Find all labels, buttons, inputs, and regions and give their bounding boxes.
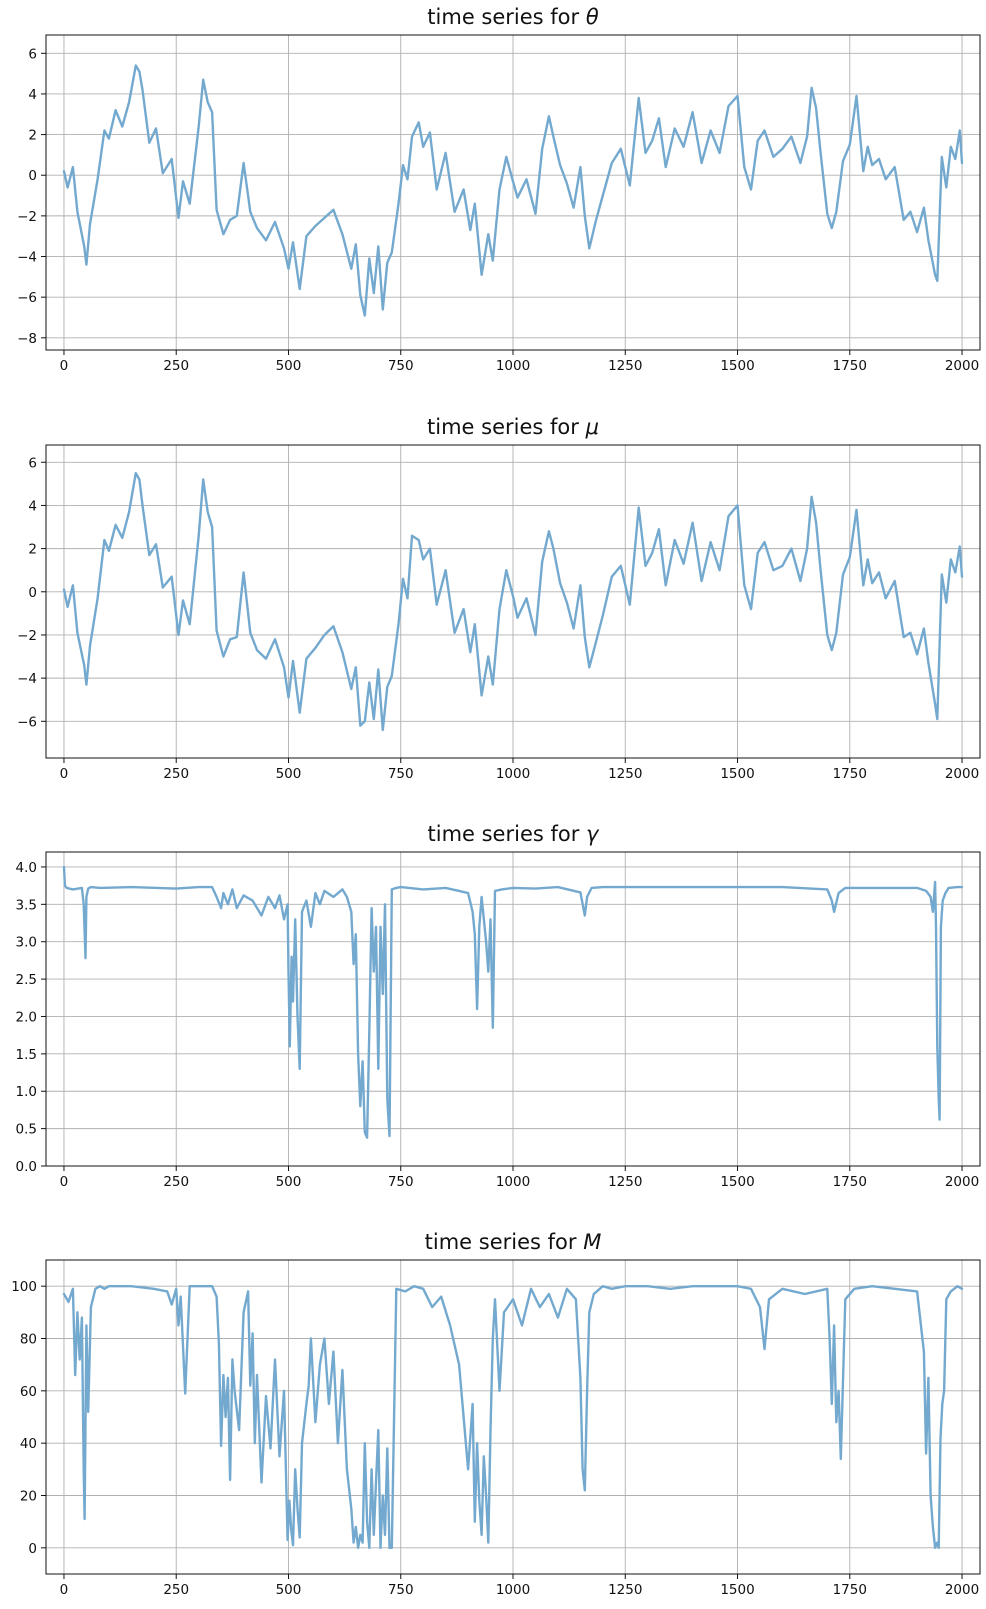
y-tick-label: −8 [17,331,37,347]
y-tick-label: 2 [28,128,37,144]
x-tick-label: 1750 [833,1174,867,1190]
x-tick-label: 2000 [945,766,979,782]
title-prefix: time series for [425,1230,584,1254]
x-tick-label: 250 [163,1174,189,1190]
title-symbol: γ [586,822,600,846]
y-tick-label: 0 [28,585,37,601]
panel-mu: 0 250 500 750 1000 1250 1500 1750 2000 −6 −4 −2 0 2 4 6… [17,415,981,782]
title-prefix: time series for [428,822,587,846]
title-symbol: M [583,1230,601,1254]
y-tick-label: 1.0 [16,1084,37,1100]
y-tick-label: 0 [28,168,37,184]
x-tick-label: 250 [163,1582,189,1598]
y-tick-label: −4 [17,250,37,266]
panel-title-m: time series for M [425,1230,602,1254]
panel-m: 0 250 500 750 1000 1250 1500 1750 2000 0 20 40 60 80 1… [11,1230,981,1598]
title-symbol: μ [585,415,599,439]
x-tick-label: 1750 [833,1582,867,1598]
x-tick-label: 1250 [608,766,642,782]
y-tick-label: 6 [28,455,37,471]
x-tick-label: 2000 [945,1582,979,1598]
x-tick-label: 750 [388,358,414,374]
y-tick-label: 60 [20,1384,37,1400]
y-tick-label: 3.5 [16,897,37,913]
x-tick-label: 250 [163,358,189,374]
y-tick-label: 20 [20,1489,37,1505]
x-tick-label: 0 [60,1174,69,1190]
x-tick-label: 0 [60,1582,69,1598]
title-prefix: time series for [427,5,586,29]
y-tick-label: 4.0 [16,860,37,876]
title-symbol: θ [586,5,599,29]
y-tick-label: −4 [17,671,37,687]
x-tick-label: 1250 [608,1174,642,1190]
series-line [62,865,964,1139]
x-tick-label: 500 [276,1582,302,1598]
x-tick-label: 1750 [833,766,867,782]
panel-title-theta: time series for θ [427,5,599,29]
x-tick-label: 750 [388,1174,414,1190]
x-tick-label: 1000 [496,1174,530,1190]
x-tick-label: 0 [60,766,69,782]
x-tick-label: 1000 [496,358,530,374]
y-tick-label: −2 [17,628,37,644]
x-tick-label: 0 [60,358,69,374]
y-tick-label: 0.5 [16,1122,37,1138]
series-line [62,471,964,732]
x-tick-label: 1500 [720,1582,754,1598]
y-tick-label: 0.0 [16,1159,37,1175]
y-tick-label: −2 [17,209,37,225]
x-tick-label: 1000 [496,766,530,782]
y-tick-label: 80 [20,1332,37,1348]
panel-theta: 0 250 500 750 1000 1250 1500 1750 2000 −8 −6 −4 −2 0 2… [17,5,981,374]
y-tick-label: 40 [20,1436,37,1452]
x-tick-label: 750 [388,1582,414,1598]
x-tick-label: 500 [276,1174,302,1190]
y-tick-label: 3.0 [16,935,37,951]
y-tick-label: −6 [17,290,37,306]
x-tick-label: 2000 [945,358,979,374]
y-tick-label: 0 [28,1541,37,1557]
x-tick-label: 500 [276,358,302,374]
panel-gamma: 0 250 500 750 1000 1250 1500 1750 2000 0.0 0.5 1.0 1… [16,822,981,1190]
y-tick-label: 100 [11,1279,37,1295]
x-tick-label: 1000 [496,1582,530,1598]
x-tick-label: 1500 [720,358,754,374]
x-tick-label: 1500 [720,766,754,782]
series-line [62,64,964,317]
panel-title-mu: time series for μ [427,415,599,439]
y-tick-label: 4 [28,87,37,103]
y-tick-label: 1.5 [16,1047,37,1063]
x-tick-label: 1500 [720,1174,754,1190]
title-prefix: time series for [427,415,586,439]
series-line [62,1284,964,1550]
x-tick-label: 500 [276,766,302,782]
y-tick-label: 4 [28,498,37,514]
x-tick-label: 250 [163,766,189,782]
x-tick-label: 1750 [833,358,867,374]
y-tick-label: 2.5 [16,972,37,988]
y-tick-label: 6 [28,46,37,62]
x-tick-label: 1250 [608,358,642,374]
panel-title-gamma: time series for γ [428,822,601,846]
y-tick-label: −6 [17,714,37,730]
x-tick-label: 750 [388,766,414,782]
x-tick-label: 1250 [608,1582,642,1598]
x-tick-label: 2000 [945,1174,979,1190]
y-tick-label: 2 [28,542,37,558]
y-tick-label: 2.0 [16,1009,37,1025]
